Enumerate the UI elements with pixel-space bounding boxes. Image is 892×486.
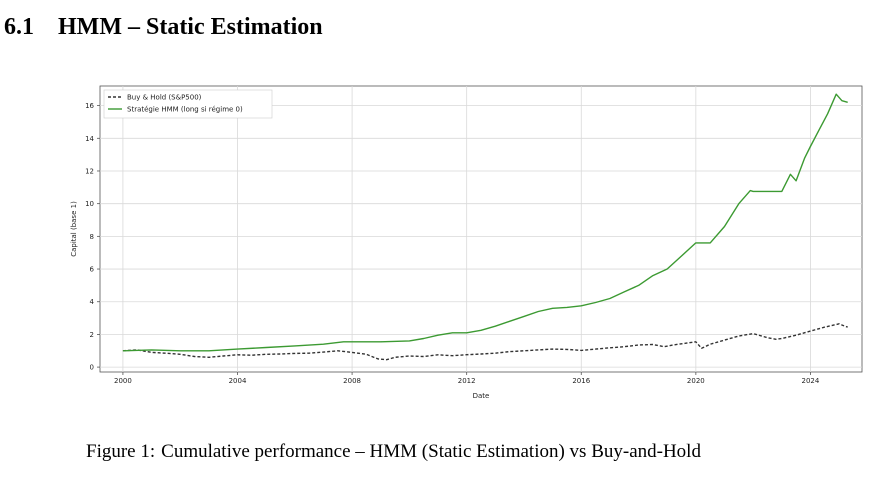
x-tick-label: 2016 [572, 377, 590, 385]
x-axis-label: Date [473, 392, 490, 400]
y-tick-label: 8 [90, 233, 94, 241]
legend: Buy & Hold (S&P500) Stratégie HMM (long … [103, 89, 273, 119]
legend-label-buy-hold: Buy & Hold (S&P500) [127, 94, 202, 102]
section-heading: 6.1 HMM – Static Estimation [4, 14, 323, 41]
axis-ticks: 2000 2004 2008 2012 2016 2020 2024 0 2 4 6 8 10 12 14 1… [85, 102, 820, 385]
caption-text: Cumulative performance – HMM (Static Est… [161, 441, 701, 462]
plot-area [99, 85, 863, 373]
y-tick-label: 6 [90, 266, 95, 274]
series-line-hmm [122, 93, 848, 352]
y-axis-label: Capital (base 1) [70, 201, 78, 257]
section-number: 6.1 [4, 14, 34, 40]
x-tick-label: 2024 [802, 377, 820, 385]
grid-lines [100, 86, 862, 372]
figure-caption: Figure 1: Cumulative performance – HMM (S… [86, 441, 701, 463]
x-tick-label: 2008 [343, 377, 361, 385]
y-tick-label: 4 [90, 298, 95, 306]
caption-label: Figure 1: [86, 441, 156, 462]
y-tick-label: 0 [90, 364, 94, 372]
y-tick-label: 10 [85, 200, 94, 208]
legend-label-hmm: Stratégie HMM (long si régime 0) [127, 106, 243, 114]
series-group [122, 93, 848, 361]
chart: 2000 2004 2008 2012 2016 2020 2024 0 2 4 6 8 10 12 14 1… [70, 85, 863, 400]
y-tick-label: 2 [90, 331, 94, 339]
x-tick-label: 2012 [458, 377, 476, 385]
y-tick-label: 12 [85, 167, 94, 175]
y-tick-label: 14 [85, 135, 94, 143]
legend-box [103, 89, 273, 119]
x-tick-label: 2004 [229, 377, 247, 385]
section-title: HMM – Static Estimation [58, 14, 323, 40]
x-tick-label: 2000 [114, 377, 132, 385]
y-tick-label: 16 [85, 102, 94, 110]
x-tick-label: 2020 [687, 377, 705, 385]
